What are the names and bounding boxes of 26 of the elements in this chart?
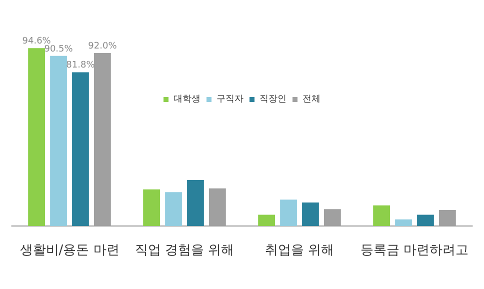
bar bbox=[28, 48, 45, 226]
bar bbox=[395, 219, 412, 226]
bar bbox=[72, 72, 89, 226]
bar bbox=[187, 180, 204, 226]
legend-label: 구직자 bbox=[216, 94, 244, 104]
bar bbox=[143, 189, 160, 226]
bar bbox=[302, 202, 319, 226]
bar bbox=[324, 209, 341, 226]
x-tick-label: 등록금 마련하려고 bbox=[360, 243, 469, 258]
data-label: 90.5% bbox=[44, 44, 74, 54]
bar bbox=[258, 214, 275, 226]
x-tick-label: 직업 경험을 위해 bbox=[134, 243, 234, 258]
bar bbox=[373, 205, 390, 226]
bar bbox=[280, 200, 297, 226]
bar bbox=[417, 214, 434, 226]
legend-label: 직장인 bbox=[260, 94, 286, 104]
bar bbox=[50, 56, 67, 226]
bar bbox=[165, 192, 182, 226]
bar bbox=[439, 210, 456, 226]
data-label: 92.0% bbox=[88, 42, 118, 52]
legend-label: 전체 bbox=[302, 94, 320, 104]
x-tick-label: 생활비/용돈 마련 bbox=[20, 243, 120, 258]
bar bbox=[209, 188, 226, 226]
x-tick-label: 취업을 위해 bbox=[264, 243, 334, 258]
legend-label: 대학생 bbox=[174, 94, 200, 104]
bar bbox=[94, 53, 111, 226]
